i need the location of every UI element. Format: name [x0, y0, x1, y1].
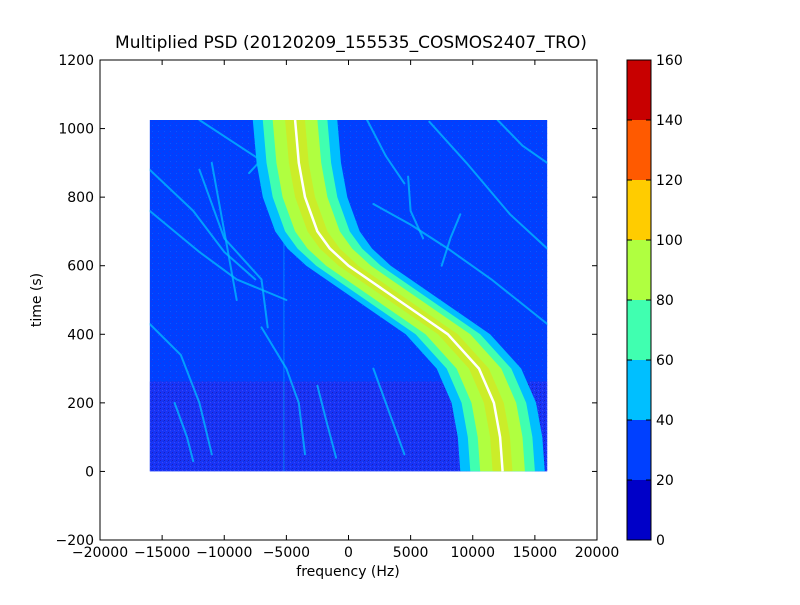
colorbar-tick-label: 40 — [656, 413, 674, 429]
colorbar-tick-label: 120 — [656, 173, 683, 189]
colorbar-segment — [627, 180, 651, 240]
y-tick-label: −200 — [56, 533, 94, 549]
y-tick-label: 600 — [67, 259, 94, 275]
colorbar-segment — [627, 60, 651, 120]
colorbar: 0 20 40 60 80 100 120 140 160 — [626, 53, 683, 549]
faint-trace — [260, 326, 306, 456]
x-tick-label: 20000 — [575, 545, 620, 561]
main-trace-line — [293, 120, 504, 472]
colorbar-tick-label: 140 — [656, 113, 683, 129]
faint-trace — [316, 384, 338, 459]
colorbar-segment — [627, 420, 651, 480]
colorbar-tick-label: 160 — [656, 53, 683, 69]
y-tick-label: 800 — [67, 190, 94, 206]
faint-trace — [210, 161, 238, 301]
main-trace-band-inner — [272, 120, 525, 472]
colorbar-tick-label: 100 — [656, 233, 683, 249]
colorbar-segment — [627, 360, 651, 420]
colorbar-tick-label: 20 — [656, 473, 674, 489]
colorbar-tick-label: 80 — [656, 293, 674, 309]
y-tick-label: 1200 — [58, 53, 94, 69]
x-tick-label: −5000 — [263, 545, 310, 561]
colorbar-segment — [627, 240, 651, 300]
x-tick-label: 10000 — [450, 545, 495, 561]
x-tick-label: 5000 — [393, 545, 429, 561]
x-tick-label: 0 — [344, 545, 353, 561]
plot-area: −20000 −15000 −10000 −5000 0 5000 10000 15000 20… — [56, 53, 620, 561]
colorbar-tick-label: 60 — [656, 353, 674, 369]
faint-trace — [173, 401, 195, 463]
heatmap — [149, 120, 548, 472]
colorbar-tick-label: 0 — [656, 533, 665, 549]
y-tick-label: 0 — [85, 464, 94, 480]
colorbar-segment — [627, 300, 651, 360]
x-tick-label: −15000 — [134, 545, 190, 561]
y-axis-label: time (s) — [29, 273, 45, 327]
y-tick-label: 400 — [67, 327, 94, 343]
faint-trace — [440, 213, 462, 267]
x-axis-label: frequency (Hz) — [296, 564, 399, 580]
x-tick-label: 15000 — [513, 545, 558, 561]
x-axis: −20000 −15000 −10000 −5000 0 5000 10000 15000 20… — [72, 60, 619, 561]
faint-trace — [149, 209, 288, 301]
y-tick-label: 200 — [67, 396, 94, 412]
faint-trace — [366, 120, 406, 185]
y-tick-label: 1000 — [58, 122, 94, 138]
faint-trace — [149, 323, 213, 456]
x-tick-label: −20000 — [72, 545, 128, 561]
y-axis: −200 0 200 400 600 800 1000 1200 — [56, 53, 597, 549]
faint-trace — [372, 367, 406, 456]
faint-trace — [198, 168, 269, 329]
main-trace-band-core — [285, 120, 513, 472]
colorbar-segment — [627, 480, 651, 540]
faint-trace — [149, 168, 257, 281]
faint-trace — [407, 175, 425, 240]
chart-title: Multiplied PSD (20120209_155535_COSMOS24… — [115, 33, 587, 53]
faint-trace — [496, 120, 548, 164]
x-tick-label: −10000 — [196, 545, 252, 561]
faint-trace — [428, 120, 548, 250]
colorbar-segment — [627, 120, 651, 180]
